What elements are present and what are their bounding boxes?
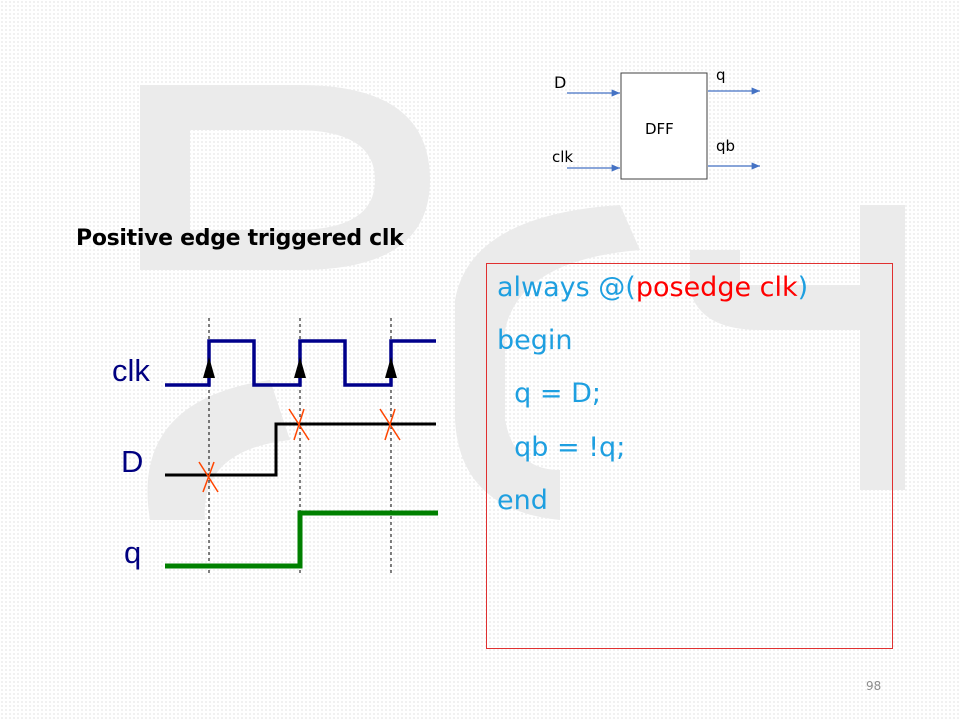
q-output-label: q — [716, 66, 726, 84]
clk-edge-arrow-1 — [203, 357, 215, 378]
clk-signal-label: clk — [112, 353, 150, 388]
d-waveform — [165, 422, 436, 477]
code-close-paren: ) — [797, 272, 809, 303]
cross-mark-3 — [379, 408, 401, 441]
code-line-qb-assign: qb = !q; — [497, 432, 626, 463]
watermark-mirrored-r-shape — [690, 205, 905, 490]
code-line-always: always @(posedge clk) — [497, 272, 808, 303]
slide-title: Positive edge triggered clk — [76, 226, 404, 251]
code-posedge-keyword: posedge clk — [635, 272, 798, 303]
q-signal-label: q — [124, 535, 141, 570]
watermark-r-shape — [140, 85, 430, 270]
watermark-right-arc — [455, 205, 640, 520]
clk-edge-arrow-2 — [294, 357, 306, 378]
clk-edge-arrow-3 — [385, 357, 397, 378]
cross-mark-1 — [198, 461, 219, 493]
qb-output-label: qb — [716, 137, 735, 155]
clk-input-label: clk — [552, 148, 573, 166]
d-input-label: D — [554, 73, 566, 92]
dff-box — [620, 72, 708, 180]
code-box: always @(posedge clk) begin q = D; qb = … — [486, 263, 893, 649]
q-waveform — [165, 510, 438, 569]
page-number: 98 — [866, 679, 882, 693]
dff-box-label: DFF — [645, 120, 674, 138]
code-line-q-assign: q = D; — [497, 378, 601, 409]
code-line-begin: begin — [497, 325, 573, 356]
code-line-end: end — [497, 485, 548, 516]
watermark-c-shape — [147, 380, 290, 520]
d-signal-label: D — [121, 444, 143, 479]
code-always-keyword: always @( — [497, 272, 636, 303]
cross-mark-2 — [288, 408, 310, 441]
